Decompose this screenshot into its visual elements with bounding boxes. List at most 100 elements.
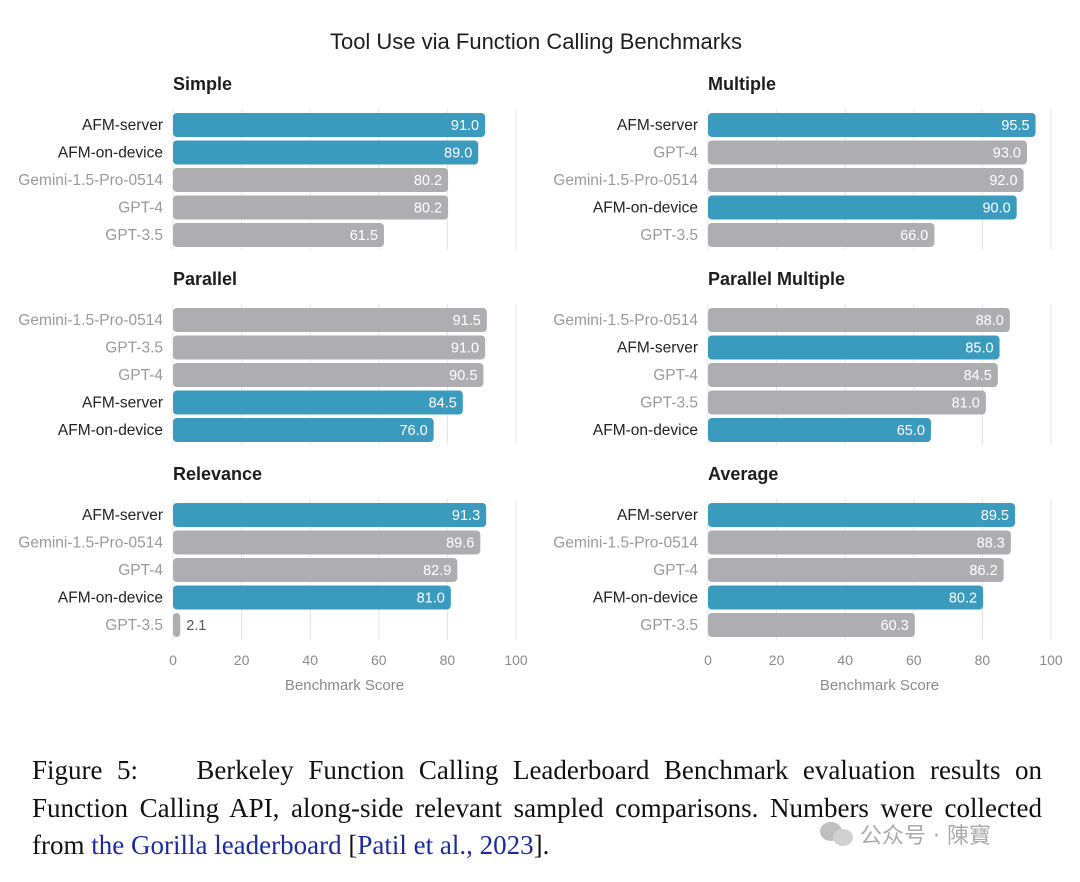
- category-label: GPT-3.5: [105, 227, 163, 244]
- category-label: GPT-4: [118, 367, 163, 384]
- x-tick-label: 60: [371, 652, 387, 668]
- bar: [173, 585, 451, 610]
- panel-parallel-multiple: Parallel Multiple Gemini-1.5-Pro-0514 88.0…: [553, 269, 1052, 445]
- bar: [173, 613, 181, 637]
- x-tick-label: 0: [704, 652, 712, 668]
- x-tick-label: 40: [837, 652, 853, 668]
- value-label: 80.2: [414, 173, 442, 189]
- category-label: GPT-3.5: [640, 617, 698, 634]
- x-axis-title: Benchmark Score: [285, 677, 404, 694]
- panel-title: Simple: [173, 74, 232, 94]
- category-label: Gemini-1.5-Pro-0514: [18, 172, 163, 189]
- bar: [708, 168, 1024, 192]
- bar: [173, 390, 463, 415]
- value-label: 95.5: [1001, 118, 1029, 134]
- category-label: GPT-3.5: [105, 617, 163, 634]
- caption-text-3: ].: [533, 830, 550, 860]
- category-label: AFM-server: [82, 395, 163, 412]
- category-label: GPT-4: [653, 145, 698, 162]
- x-tick-label: 20: [769, 652, 785, 668]
- category-label: AFM-server: [617, 507, 698, 524]
- category-label: Gemini-1.5-Pro-0514: [553, 172, 698, 189]
- category-label: AFM-server: [82, 117, 163, 134]
- bar: [173, 503, 487, 527]
- caption-text-1: Berkeley Function Calling Leaderboard Be…: [32, 755, 1043, 860]
- watermark-text: 公众号 · 陳寶: [860, 824, 991, 849]
- x-tick-label: 100: [504, 652, 528, 668]
- category-label: GPT-4: [653, 562, 698, 579]
- gorilla-leaderboard-link[interactable]: the Gorilla leaderboard: [91, 830, 342, 860]
- value-label: 2.1: [186, 618, 206, 634]
- bar: [708, 113, 1036, 137]
- panel-title: Parallel: [173, 269, 237, 289]
- value-label: 86.2: [969, 563, 997, 579]
- wechat-icon: [820, 820, 854, 848]
- category-label: Gemini-1.5-Pro-0514: [18, 312, 163, 329]
- chart-panels: Simple AFM-server 91.0 AFM-on-device 89.0 Gem…: [18, 74, 1063, 694]
- value-label: 66.0: [900, 228, 928, 244]
- value-label: 82.9: [423, 563, 451, 579]
- panel-simple: Simple AFM-server 91.0 AFM-on-device 89.0 Gem…: [18, 74, 517, 250]
- bar: [708, 195, 1017, 220]
- category-label: Gemini-1.5-Pro-0514: [553, 535, 698, 552]
- bar: [708, 140, 1027, 165]
- value-label: 89.5: [981, 508, 1009, 524]
- bar: [173, 223, 384, 247]
- x-tick-label: 100: [1039, 652, 1063, 668]
- panel-average: Average AFM-server 89.5 Gemini-1.5-Pro-0514…: [553, 464, 1063, 694]
- value-label: 81.0: [952, 396, 980, 412]
- benchmark-figure: Tool Use via Function Calling Benchmarks…: [18, 29, 1063, 694]
- category-label: GPT-3.5: [105, 340, 163, 357]
- bar: [173, 168, 449, 192]
- value-label: 88.3: [977, 536, 1005, 552]
- value-label: 90.0: [982, 201, 1010, 217]
- value-label: 91.0: [451, 341, 479, 357]
- category-label: AFM-on-device: [58, 145, 163, 162]
- category-label: GPT-3.5: [640, 227, 698, 244]
- bar: [173, 558, 458, 582]
- panel-multiple: Multiple AFM-server 95.5 GPT-4 93.0 Gemini-1.…: [553, 74, 1052, 250]
- x-tick-label: 80: [440, 652, 456, 668]
- category-label: Gemini-1.5-Pro-0514: [18, 535, 163, 552]
- category-label: AFM-server: [617, 117, 698, 134]
- bar: [708, 335, 1000, 360]
- citation-link[interactable]: Patil et al., 2023: [357, 830, 534, 860]
- x-tick-label: 0: [169, 652, 177, 668]
- category-label: AFM-server: [82, 507, 163, 524]
- value-label: 89.6: [446, 536, 474, 552]
- category-label: GPT-4: [653, 367, 698, 384]
- watermark: 公众号 · 陳寶: [820, 818, 991, 850]
- panel-title: Multiple: [708, 74, 776, 94]
- bar: [708, 418, 931, 442]
- panel-parallel: Parallel Gemini-1.5-Pro-0514 91.5 GPT-3.5 91…: [18, 269, 517, 445]
- category-label: AFM-on-device: [58, 422, 163, 439]
- value-label: 80.2: [949, 591, 977, 607]
- value-label: 76.0: [399, 423, 427, 439]
- category-label: AFM-on-device: [593, 590, 698, 607]
- x-tick-label: 80: [975, 652, 991, 668]
- value-label: 85.0: [965, 341, 993, 357]
- value-label: 91.5: [453, 313, 481, 329]
- panel-title: Relevance: [173, 464, 262, 484]
- panel-relevance: Relevance AFM-server 91.3 Gemini-1.5-Pro-05…: [18, 464, 528, 694]
- value-label: 89.0: [444, 146, 472, 162]
- caption-prefix: Figure 5:: [32, 755, 139, 785]
- bar: [708, 530, 1011, 555]
- value-label: 60.3: [881, 618, 909, 634]
- panel-title: Average: [708, 464, 778, 484]
- bar: [708, 223, 935, 247]
- x-tick-label: 40: [302, 652, 318, 668]
- category-label: GPT-4: [118, 200, 163, 217]
- category-label: AFM-on-device: [58, 590, 163, 607]
- figure-caption: Figure 5: Berkeley Function Calling Lead…: [32, 752, 1042, 865]
- bar: [708, 363, 998, 387]
- bar: [173, 140, 479, 165]
- bar: [173, 418, 434, 442]
- category-label: Gemini-1.5-Pro-0514: [553, 312, 698, 329]
- value-label: 81.0: [417, 591, 445, 607]
- panel-title: Parallel Multiple: [708, 269, 845, 289]
- value-label: 80.2: [414, 201, 442, 217]
- bar: [708, 558, 1004, 582]
- category-label: AFM-on-device: [593, 422, 698, 439]
- x-tick-label: 60: [906, 652, 922, 668]
